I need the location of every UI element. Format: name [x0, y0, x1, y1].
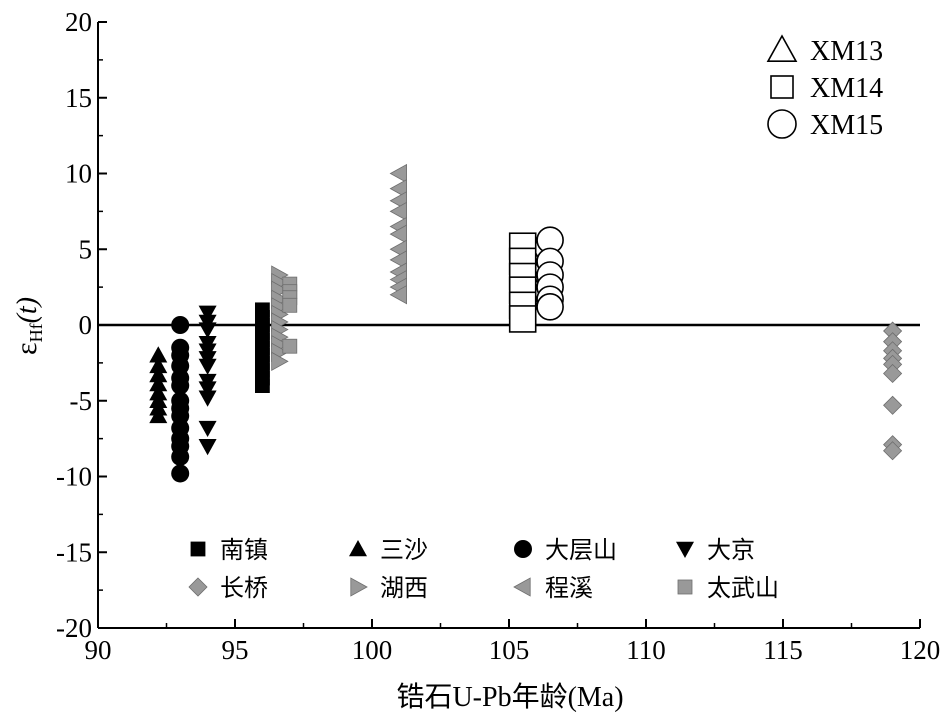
x-tick-label: 105 — [489, 635, 530, 665]
legend-label: 程溪 — [545, 574, 593, 602]
legend-symbol — [190, 541, 206, 557]
data-point — [389, 163, 408, 184]
data-point — [883, 363, 903, 384]
legend-symbol — [349, 540, 367, 557]
data-point — [254, 378, 270, 394]
data-point — [149, 356, 168, 374]
series-5 — [271, 265, 289, 372]
legend-label: 长桥 — [220, 574, 268, 602]
data-point — [149, 346, 168, 363]
data-point — [198, 390, 217, 407]
y-tick-label: -10 — [56, 462, 92, 492]
data-point — [171, 376, 190, 395]
series-2 — [171, 316, 190, 483]
y-tick-label: 5 — [79, 234, 93, 264]
data-point — [389, 224, 408, 244]
plot-area — [98, 163, 920, 483]
data-point — [198, 381, 217, 398]
data-point — [389, 201, 408, 222]
legend-label: 大京 — [707, 536, 755, 564]
legend-symbol — [513, 577, 531, 597]
data-point — [198, 322, 217, 339]
series-3 — [198, 305, 217, 456]
x-tick-label: 95 — [222, 635, 249, 665]
legend-label: 太武山 — [707, 574, 779, 602]
series-4 — [883, 321, 903, 461]
data-point — [149, 406, 168, 424]
y-tick-label: 15 — [65, 83, 92, 113]
data-point — [198, 420, 217, 438]
x-tick-label: 100 — [352, 635, 393, 665]
y-axis-title-main: ε — [10, 342, 43, 355]
data-point — [282, 338, 298, 354]
data-point — [149, 365, 168, 383]
data-point — [389, 285, 408, 305]
y-tick-label: -15 — [56, 537, 92, 567]
y-axis-title-sub: Hf — [26, 323, 46, 342]
legend-label: 三沙 — [380, 536, 428, 564]
legend-symbol — [766, 34, 798, 63]
data-point — [883, 395, 903, 415]
y-tick-label: 10 — [65, 159, 92, 189]
legend-label: XM14 — [810, 73, 883, 104]
data-point — [508, 305, 537, 333]
data-point — [389, 250, 408, 270]
series-10 — [536, 226, 564, 321]
data-point — [198, 305, 217, 322]
y-tick-label: -5 — [70, 386, 93, 416]
data-point — [171, 464, 190, 483]
data-point — [536, 293, 564, 321]
legend-symbol — [676, 541, 694, 558]
data-point — [389, 178, 408, 199]
series-6 — [389, 163, 408, 305]
data-point — [171, 447, 190, 466]
legend-symbol — [188, 577, 208, 597]
legend-label: XM13 — [810, 36, 883, 67]
data-point — [149, 375, 168, 392]
series-0 — [254, 302, 270, 394]
series-9 — [508, 232, 537, 333]
data-point — [271, 351, 289, 372]
x-tick-label: 115 — [763, 635, 803, 665]
y-axis-title-tail: (t) — [12, 297, 43, 323]
legend-label: 大层山 — [545, 536, 617, 564]
data-point — [282, 297, 298, 313]
svg-text:εHf(t): εHf(t) — [10, 297, 46, 355]
x-tick-label: 120 — [900, 635, 941, 665]
series-7 — [282, 276, 298, 354]
x-tick-label: 90 — [85, 635, 112, 665]
legend-symbol — [677, 579, 693, 595]
series-1 — [149, 346, 168, 424]
x-axis-title: 锆石U-Pb年龄(Ma) — [396, 681, 623, 713]
legend-symbol — [514, 540, 532, 558]
y-tick-label: 20 — [65, 7, 92, 37]
legend-label: XM15 — [810, 110, 883, 141]
data-point — [198, 439, 217, 456]
axes: 90 95 100 105 110 115 120 -20 -15 -10 -5 0 5 10 15 20 — [56, 7, 940, 665]
data-point — [171, 316, 190, 334]
legend-label: 湖西 — [380, 574, 428, 602]
y-tick-label: 0 — [79, 310, 93, 340]
legend-symbol — [350, 577, 368, 597]
legend-symbol — [767, 109, 797, 139]
y-axis-title: εHf(t) — [10, 297, 46, 355]
legend-symbol — [770, 75, 794, 99]
data-point — [198, 358, 217, 375]
data-point — [883, 441, 903, 461]
x-tick-label: 110 — [626, 635, 666, 665]
legend-label: 南镇 — [220, 536, 268, 564]
y-tick-label: -20 — [56, 613, 92, 643]
